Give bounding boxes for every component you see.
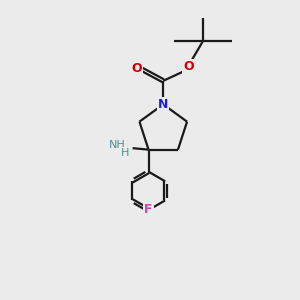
Text: H: H [120, 148, 129, 158]
Text: F: F [144, 203, 153, 217]
Text: N: N [158, 98, 168, 111]
Text: NH: NH [109, 140, 126, 150]
Text: O: O [183, 60, 194, 73]
Text: O: O [131, 61, 142, 75]
